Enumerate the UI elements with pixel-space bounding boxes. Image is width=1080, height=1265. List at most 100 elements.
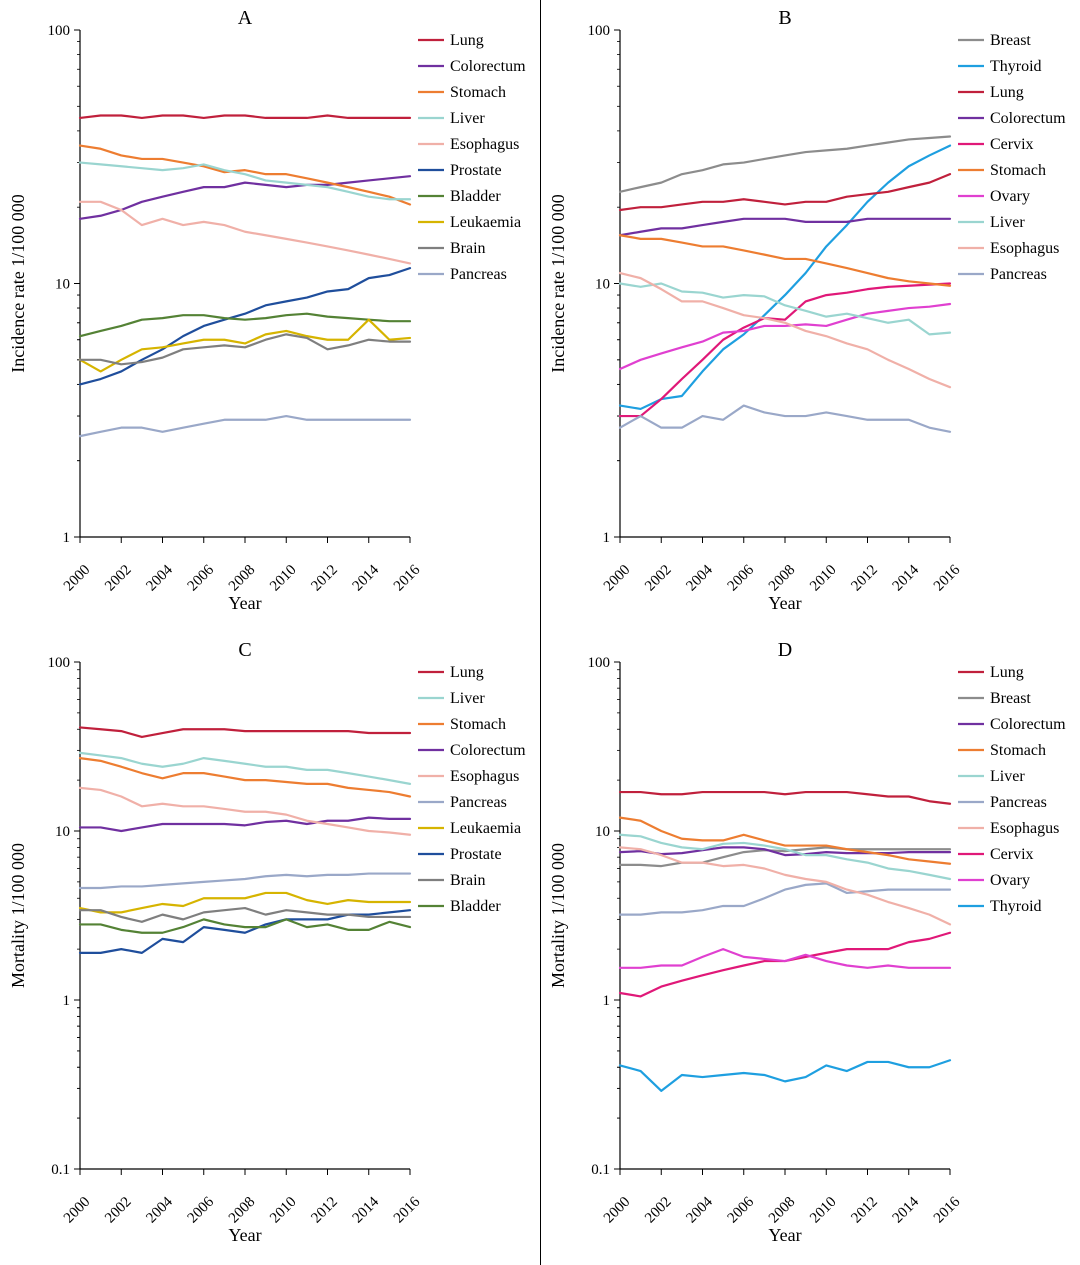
svg-text:Prostate: Prostate — [450, 162, 502, 179]
svg-text:Leukaemia: Leukaemia — [450, 820, 521, 837]
svg-text:100: 100 — [588, 23, 611, 39]
svg-text:2014: 2014 — [890, 562, 923, 595]
svg-text:Stomach: Stomach — [450, 716, 506, 733]
svg-text:2000: 2000 — [61, 562, 94, 595]
svg-text:2004: 2004 — [683, 562, 716, 595]
svg-text:2006: 2006 — [725, 1194, 758, 1227]
svg-text:Breast: Breast — [990, 32, 1031, 49]
svg-text:Pancreas: Pancreas — [450, 266, 507, 283]
svg-text:2008: 2008 — [226, 1194, 259, 1227]
svg-text:2004: 2004 — [143, 1194, 176, 1227]
svg-text:Pancreas: Pancreas — [990, 266, 1047, 283]
svg-text:Liver: Liver — [990, 214, 1025, 231]
svg-text:2012: 2012 — [848, 562, 881, 595]
svg-text:Colorectum: Colorectum — [450, 58, 526, 75]
svg-text:Cervix: Cervix — [990, 846, 1034, 863]
panel-A: 1101002000200220042006200820102012201420… — [0, 0, 540, 632]
svg-text:100: 100 — [48, 655, 71, 671]
svg-text:Lung: Lung — [990, 664, 1024, 681]
svg-text:2008: 2008 — [766, 562, 799, 595]
svg-text:Stomach: Stomach — [990, 742, 1046, 759]
svg-text:2006: 2006 — [185, 1194, 218, 1227]
svg-text:2016: 2016 — [391, 1194, 424, 1227]
svg-text:2010: 2010 — [807, 562, 840, 595]
svg-text:1: 1 — [63, 530, 71, 546]
svg-text:2010: 2010 — [267, 1194, 300, 1227]
svg-text:Lung: Lung — [990, 84, 1024, 101]
panel-D: 0.11101002000200220042006200820102012201… — [540, 632, 1080, 1264]
svg-text:10: 10 — [55, 277, 70, 293]
svg-text:Bladder: Bladder — [450, 188, 501, 205]
svg-text:2004: 2004 — [143, 562, 176, 595]
svg-text:Stomach: Stomach — [450, 84, 506, 101]
svg-text:2002: 2002 — [642, 562, 675, 595]
svg-text:Leukaemia: Leukaemia — [450, 214, 521, 231]
svg-text:2006: 2006 — [185, 562, 218, 595]
svg-text:2014: 2014 — [890, 1194, 923, 1227]
svg-text:10: 10 — [55, 824, 70, 840]
svg-text:Stomach: Stomach — [990, 162, 1046, 179]
svg-text:10: 10 — [595, 277, 610, 293]
svg-text:0.1: 0.1 — [51, 1162, 70, 1178]
svg-text:2012: 2012 — [848, 1194, 881, 1227]
svg-text:Mortality 1/100 000: Mortality 1/100 000 — [548, 843, 568, 988]
svg-text:2016: 2016 — [931, 562, 964, 595]
svg-text:2012: 2012 — [308, 562, 341, 595]
svg-text:Pancreas: Pancreas — [990, 794, 1047, 811]
svg-text:Incidence rate 1/100 000: Incidence rate 1/100 000 — [548, 194, 568, 372]
chart-grid: 1101002000200220042006200820102012201420… — [0, 0, 1080, 1265]
svg-text:Colorectum: Colorectum — [990, 716, 1066, 733]
svg-text:Ovary: Ovary — [990, 188, 1030, 205]
svg-text:Esophagus: Esophagus — [450, 768, 519, 785]
svg-text:Brain: Brain — [450, 240, 486, 257]
panel-C: 0.11101002000200220042006200820102012201… — [0, 632, 540, 1264]
svg-text:100: 100 — [48, 23, 71, 39]
svg-text:Esophagus: Esophagus — [990, 240, 1059, 257]
svg-text:2008: 2008 — [226, 562, 259, 595]
svg-text:Cervix: Cervix — [990, 136, 1034, 153]
svg-text:Colorectum: Colorectum — [450, 742, 526, 759]
svg-text:A: A — [238, 7, 253, 29]
svg-text:Prostate: Prostate — [450, 846, 502, 863]
svg-text:2002: 2002 — [102, 1194, 135, 1227]
svg-text:Incidence rate 1/100 000: Incidence rate 1/100 000 — [8, 194, 28, 372]
svg-text:Liver: Liver — [990, 768, 1025, 785]
svg-text:2006: 2006 — [725, 562, 758, 595]
svg-text:Colorectum: Colorectum — [990, 110, 1066, 127]
svg-text:Esophagus: Esophagus — [990, 820, 1059, 837]
svg-text:Year: Year — [768, 1225, 801, 1245]
svg-text:Bladder: Bladder — [450, 898, 501, 915]
svg-text:Liver: Liver — [450, 110, 485, 127]
svg-text:D: D — [778, 639, 792, 661]
svg-text:1: 1 — [603, 993, 611, 1009]
svg-text:Ovary: Ovary — [990, 872, 1030, 889]
svg-text:100: 100 — [588, 655, 611, 671]
svg-text:Lung: Lung — [450, 664, 484, 681]
svg-text:Pancreas: Pancreas — [450, 794, 507, 811]
svg-text:Brain: Brain — [450, 872, 486, 889]
svg-text:Liver: Liver — [450, 690, 485, 707]
svg-text:2012: 2012 — [308, 1194, 341, 1227]
svg-text:2016: 2016 — [391, 562, 424, 595]
svg-text:2004: 2004 — [683, 1194, 716, 1227]
svg-text:2014: 2014 — [350, 1194, 383, 1227]
svg-text:Year: Year — [228, 1225, 261, 1245]
svg-text:2002: 2002 — [642, 1194, 675, 1227]
svg-text:2000: 2000 — [601, 562, 634, 595]
panel-B: 1 10 100 200020022004 2006200820102012 201420… — [540, 0, 1080, 632]
svg-text:2002: 2002 — [102, 562, 135, 595]
svg-text:2000: 2000 — [61, 1194, 94, 1227]
svg-text:0.1: 0.1 — [591, 1162, 610, 1178]
svg-text:2016: 2016 — [931, 1194, 964, 1227]
svg-text:Breast: Breast — [990, 690, 1031, 707]
svg-text:2010: 2010 — [267, 562, 300, 595]
svg-text:2000: 2000 — [601, 1194, 634, 1227]
svg-text:Mortality 1/100 000: Mortality 1/100 000 — [8, 843, 28, 988]
svg-text:Thyroid: Thyroid — [990, 58, 1042, 75]
svg-text:B: B — [778, 7, 791, 29]
svg-text:1: 1 — [603, 530, 611, 546]
svg-text:2010: 2010 — [807, 1194, 840, 1227]
svg-text:2008: 2008 — [766, 1194, 799, 1227]
svg-text:Lung: Lung — [450, 32, 484, 49]
svg-text:Thyroid: Thyroid — [990, 898, 1042, 915]
